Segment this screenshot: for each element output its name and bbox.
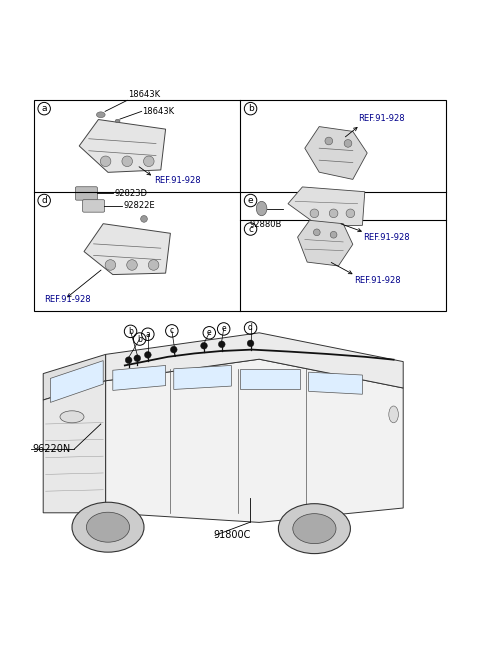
Polygon shape: [43, 354, 106, 400]
Text: 96220N: 96220N: [33, 444, 71, 454]
Text: 18643K: 18643K: [128, 90, 160, 99]
Circle shape: [218, 341, 225, 348]
Text: e: e: [207, 328, 212, 337]
Circle shape: [170, 346, 177, 353]
Circle shape: [100, 156, 111, 167]
Polygon shape: [174, 365, 231, 390]
Text: d: d: [248, 323, 253, 333]
Circle shape: [329, 209, 338, 218]
Text: REF.91-928: REF.91-928: [44, 295, 91, 304]
Ellipse shape: [96, 112, 105, 117]
Circle shape: [201, 342, 207, 349]
Circle shape: [144, 352, 151, 358]
Circle shape: [144, 156, 154, 167]
Text: REF.91-928: REF.91-928: [155, 176, 201, 185]
FancyBboxPatch shape: [75, 187, 97, 200]
Circle shape: [125, 357, 132, 363]
Text: 91800C: 91800C: [214, 530, 251, 541]
Polygon shape: [43, 380, 106, 513]
Text: a: a: [145, 330, 150, 338]
Ellipse shape: [389, 406, 398, 423]
Circle shape: [325, 137, 333, 145]
Text: d: d: [41, 196, 47, 205]
Circle shape: [148, 260, 159, 270]
Text: REF.91-928: REF.91-928: [363, 232, 410, 241]
Circle shape: [127, 260, 137, 270]
Circle shape: [330, 232, 337, 238]
Circle shape: [134, 355, 141, 361]
Text: 18643K: 18643K: [143, 107, 175, 116]
Circle shape: [141, 216, 147, 222]
Ellipse shape: [86, 512, 130, 542]
Text: 92823D: 92823D: [114, 189, 147, 198]
Polygon shape: [288, 187, 365, 226]
Polygon shape: [50, 361, 103, 402]
Circle shape: [346, 209, 355, 218]
Text: b: b: [128, 327, 133, 336]
Text: e: e: [248, 196, 253, 205]
Polygon shape: [106, 359, 403, 522]
Polygon shape: [113, 365, 166, 390]
Text: b: b: [248, 104, 253, 113]
Ellipse shape: [115, 119, 120, 123]
Polygon shape: [305, 127, 367, 179]
Circle shape: [247, 340, 254, 347]
Circle shape: [122, 156, 132, 167]
Ellipse shape: [278, 504, 350, 554]
Text: 92880B: 92880B: [250, 220, 282, 229]
Circle shape: [105, 260, 116, 270]
Text: REF.91-928: REF.91-928: [354, 276, 400, 285]
Text: c: c: [248, 224, 253, 234]
Circle shape: [313, 229, 320, 236]
Text: a: a: [41, 104, 47, 113]
Ellipse shape: [60, 411, 84, 423]
Ellipse shape: [256, 201, 267, 216]
Polygon shape: [106, 333, 403, 388]
Text: c: c: [170, 327, 174, 335]
Polygon shape: [84, 224, 170, 275]
Polygon shape: [309, 372, 362, 394]
Ellipse shape: [72, 502, 144, 552]
Text: b: b: [137, 335, 142, 344]
Circle shape: [310, 209, 319, 218]
Polygon shape: [79, 119, 166, 173]
Bar: [34, 100, 446, 311]
Polygon shape: [240, 369, 300, 389]
Text: REF.91-928: REF.91-928: [359, 114, 405, 123]
Circle shape: [344, 140, 352, 147]
Text: 92822E: 92822E: [124, 201, 156, 211]
Polygon shape: [298, 220, 353, 266]
FancyBboxPatch shape: [83, 199, 105, 212]
Text: e: e: [221, 325, 226, 333]
Ellipse shape: [293, 514, 336, 544]
